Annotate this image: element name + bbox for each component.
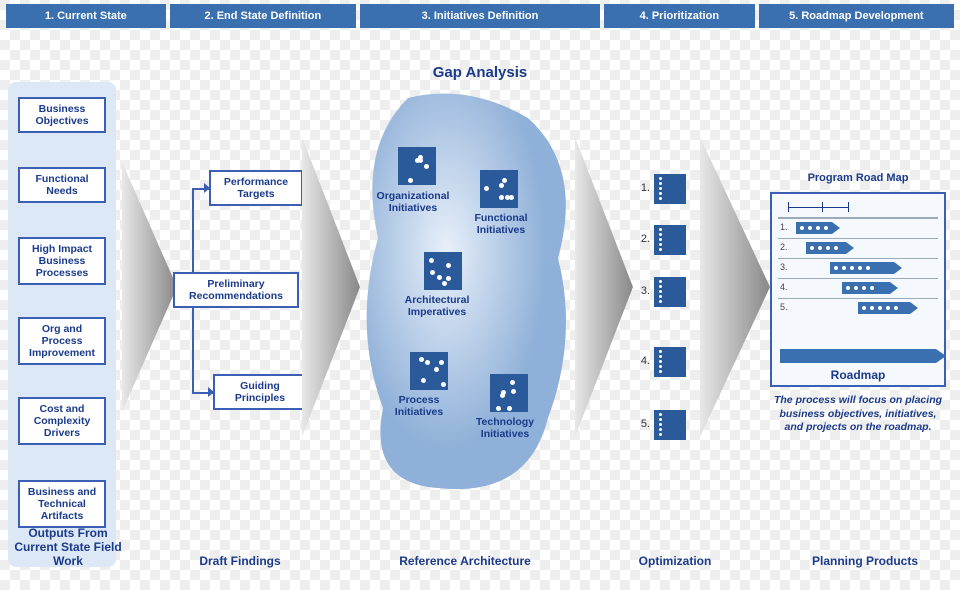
prio-num-3: 3. xyxy=(636,285,650,297)
conn-up xyxy=(192,188,194,272)
prio-num-5: 5. xyxy=(636,418,650,430)
gap-analysis-title: Gap Analysis xyxy=(0,64,960,81)
box-guiding: Guiding Principles xyxy=(213,374,307,410)
prio-num-4: 4. xyxy=(636,355,650,367)
prio-box-5 xyxy=(654,410,686,440)
roadmap-row-4: 4. xyxy=(778,278,938,298)
arrow-dn-head xyxy=(208,387,214,397)
box-org-process: Org and Process Improvement xyxy=(18,317,106,365)
phase-5: 5. Roadmap Development xyxy=(759,4,954,28)
box-prelim-rec: Preliminary Recommendations xyxy=(173,272,299,308)
bottom-label-0: Outputs From Current State Field Work xyxy=(8,526,128,568)
roadmap-bottom-arrow xyxy=(780,349,936,363)
main-diagram: Gap Analysis Business Objectives Functio… xyxy=(0,32,960,572)
phase-bar: 1. Current State 2. End State Definition… xyxy=(0,0,960,32)
bottom-label-3: Optimization xyxy=(620,554,730,568)
box-business-objectives: Business Objectives xyxy=(18,97,106,133)
prio-box-2 xyxy=(654,225,686,255)
phase-1: 1. Current State xyxy=(6,4,166,28)
roadmap-row-2: 2. xyxy=(778,238,938,258)
prio-box-1 xyxy=(654,174,686,204)
roadmap-row-1: 1. xyxy=(778,218,938,238)
init-label-4: Technology Initiatives xyxy=(460,416,550,440)
phase-2: 2. End State Definition xyxy=(170,4,356,28)
arrow-3 xyxy=(575,137,633,437)
conn-dn xyxy=(192,308,194,392)
phase-4: 4. Prioritization xyxy=(604,4,755,28)
bottom-label-4: Planning Products xyxy=(790,554,940,568)
roadmap-label: Roadmap xyxy=(772,368,944,382)
prio-box-3 xyxy=(654,277,686,307)
box-cost-complexity: Cost and Complexity Drivers xyxy=(18,397,106,445)
phase-3: 3. Initiatives Definition xyxy=(360,4,600,28)
box-functional-needs: Functional Needs xyxy=(18,167,106,203)
roadmap-caption: The process will focus on placing busine… xyxy=(770,394,946,435)
roadmap-rows: 1.2.3.4.5. xyxy=(772,218,944,318)
prio-num-1: 1. xyxy=(636,182,650,194)
dice-2 xyxy=(424,252,462,290)
dice-3 xyxy=(410,352,448,390)
roadmap-row-3: 3. xyxy=(778,258,938,278)
dice-1 xyxy=(480,170,518,208)
box-perf-targets: Performance Targets xyxy=(209,170,303,206)
init-label-3: Process Initiatives xyxy=(374,394,464,418)
roadmap-row-5: 5. xyxy=(778,298,938,318)
bottom-label-1: Draft Findings xyxy=(180,554,300,568)
roadmap-box: 1.2.3.4.5. Roadmap xyxy=(770,192,946,387)
dice-4 xyxy=(490,374,528,412)
bottom-label-2: Reference Architecture xyxy=(380,554,550,568)
init-label-1: Functional Initiatives xyxy=(456,212,546,236)
init-label-2: Architectural Imperatives xyxy=(392,294,482,318)
init-label-0: Organizational Initiatives xyxy=(368,190,458,214)
arrow-4 xyxy=(700,137,770,437)
box-business-technical: Business and Technical Artifacts xyxy=(18,480,106,528)
prio-num-2: 2. xyxy=(636,233,650,245)
arrow-1 xyxy=(122,162,177,412)
arrow-up-head xyxy=(204,183,210,193)
program-roadmap-title: Program Road Map xyxy=(770,172,946,184)
box-high-impact: High Impact Business Processes xyxy=(18,237,106,285)
prio-box-4 xyxy=(654,347,686,377)
dice-0 xyxy=(398,147,436,185)
